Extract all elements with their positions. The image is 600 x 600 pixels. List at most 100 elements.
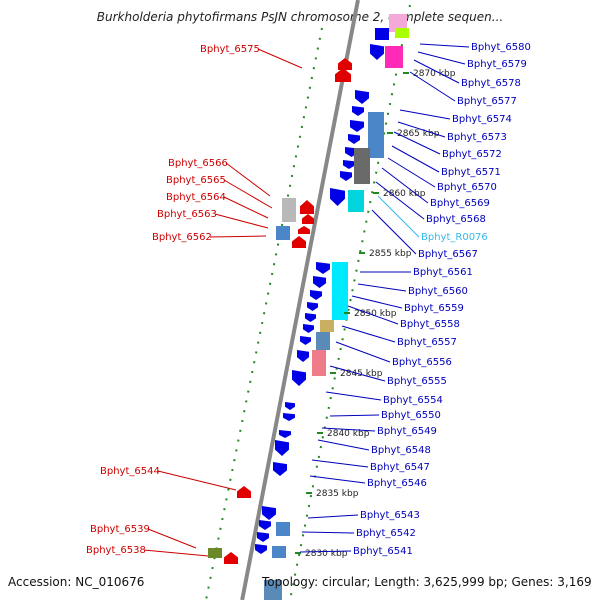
feature-box-cyan[interactable] bbox=[348, 190, 364, 212]
feature-box-salmon[interactable] bbox=[312, 350, 326, 376]
feature-box-steelblue[interactable] bbox=[316, 332, 330, 350]
feature-box-steelblue[interactable] bbox=[272, 546, 286, 558]
right-gene-label[interactable]: Bphyt_6568 bbox=[426, 214, 486, 225]
label-leader bbox=[381, 167, 429, 204]
plus-gene-arrow[interactable] bbox=[292, 236, 306, 248]
feature-box-steelblue[interactable] bbox=[276, 522, 290, 536]
label-leader bbox=[391, 145, 440, 173]
label-leader bbox=[223, 196, 269, 219]
minus-gene-arrow[interactable] bbox=[259, 520, 271, 530]
minus-gene-arrow[interactable] bbox=[305, 313, 316, 322]
right-gene-label[interactable]: Bphyt_6546 bbox=[367, 478, 427, 489]
plus-gene-arrow[interactable] bbox=[300, 200, 314, 214]
right-gene-label[interactable]: Bphyt_6557 bbox=[397, 337, 457, 348]
left-gene-label[interactable]: Bphyt_6539 bbox=[90, 524, 150, 535]
left-gene-label[interactable]: Bphyt_6575 bbox=[200, 44, 260, 55]
right-gene-label[interactable]: Bphyt_6555 bbox=[387, 376, 447, 387]
plus-gene-arrow[interactable] bbox=[237, 486, 251, 498]
right-gene-label[interactable]: Bphyt_6548 bbox=[371, 445, 431, 456]
minus-gene-arrow[interactable] bbox=[292, 370, 306, 386]
minus-gene-arrow[interactable] bbox=[350, 120, 364, 132]
feature-box-pink[interactable] bbox=[389, 14, 407, 32]
label-leader bbox=[409, 71, 456, 102]
minus-gene-arrow[interactable] bbox=[300, 336, 311, 345]
right-gene-label[interactable]: Bphyt_6554 bbox=[383, 395, 443, 406]
minus-gene-arrow[interactable] bbox=[355, 90, 369, 104]
minus-gene-arrow[interactable] bbox=[352, 106, 364, 116]
right-gene-label[interactable]: Bphyt_6567 bbox=[418, 249, 478, 260]
feature-box-magenta[interactable] bbox=[385, 46, 403, 68]
feature-box-green[interactable] bbox=[395, 28, 409, 38]
minus-gene-arrow[interactable] bbox=[279, 430, 291, 438]
minus-gene-arrow[interactable] bbox=[313, 276, 326, 288]
left-gene-label[interactable]: Bphyt_6566 bbox=[168, 158, 228, 169]
right-gene-label[interactable]: Bphyt_6541 bbox=[353, 546, 413, 557]
plus-gene-arrow[interactable] bbox=[302, 214, 314, 224]
minus-gene-arrow[interactable] bbox=[297, 350, 309, 362]
minus-gene-arrow[interactable] bbox=[310, 290, 322, 300]
feature-box-cyan[interactable] bbox=[332, 262, 348, 320]
label-leader bbox=[257, 48, 303, 69]
feature-box-gray[interactable] bbox=[354, 148, 370, 184]
left-gene-label[interactable]: Bphyt_6562 bbox=[152, 232, 212, 243]
right-gene-label[interactable]: Bphyt_6558 bbox=[400, 319, 460, 330]
minus-gene-arrow[interactable] bbox=[316, 262, 330, 274]
minus-gene-arrow[interactable] bbox=[375, 28, 389, 40]
right-gene-label[interactable]: Bphyt_6571 bbox=[441, 167, 501, 178]
plus-gene-arrow[interactable] bbox=[298, 226, 310, 234]
right-gene-label[interactable]: Bphyt_6573 bbox=[447, 132, 507, 143]
right-gene-label[interactable]: Bphyt_6559 bbox=[404, 303, 464, 314]
feature-box-steelblue[interactable] bbox=[276, 226, 290, 240]
right-gene-label[interactable]: Bphyt_6549 bbox=[377, 426, 437, 437]
minus-gene-arrow[interactable] bbox=[262, 506, 276, 520]
label-leader bbox=[301, 531, 355, 534]
minus-gene-arrow[interactable] bbox=[257, 532, 269, 542]
feature-box-olive[interactable] bbox=[208, 548, 222, 558]
right-gene-label[interactable]: Bphyt_6542 bbox=[356, 528, 416, 539]
left-gene-label[interactable]: Bphyt_6565 bbox=[166, 175, 226, 186]
minus-gene-arrow[interactable] bbox=[255, 544, 267, 554]
right-gene-label[interactable]: Bphyt_R0076 bbox=[421, 232, 488, 243]
right-gene-label[interactable]: Bphyt_6560 bbox=[408, 286, 468, 297]
right-gene-label[interactable]: Bphyt_6572 bbox=[442, 149, 502, 160]
plus-gene-arrow[interactable] bbox=[224, 552, 238, 564]
minus-gene-arrow[interactable] bbox=[285, 402, 295, 410]
right-gene-label[interactable]: Bphyt_6577 bbox=[457, 96, 517, 107]
minus-gene-arrow[interactable] bbox=[343, 160, 355, 169]
right-gene-label[interactable]: Bphyt_6556 bbox=[392, 357, 452, 368]
minus-gene-arrow[interactable] bbox=[303, 324, 314, 333]
left-gene-label[interactable]: Bphyt_6564 bbox=[166, 192, 226, 203]
minus-gene-arrow[interactable] bbox=[307, 302, 318, 311]
feature-box-steelblue[interactable] bbox=[264, 580, 282, 600]
left-gene-label[interactable]: Bphyt_6538 bbox=[86, 545, 146, 556]
plus-gene-arrow[interactable] bbox=[338, 58, 352, 70]
right-gene-label[interactable]: Bphyt_6580 bbox=[471, 42, 531, 53]
kbp-label: 2830 kbp bbox=[305, 549, 348, 559]
feature-box-tan[interactable] bbox=[320, 320, 334, 332]
label-leader bbox=[143, 549, 209, 557]
minus-gene-arrow[interactable] bbox=[330, 188, 345, 206]
minus-gene-arrow[interactable] bbox=[273, 462, 287, 476]
right-gene-label[interactable]: Bphyt_6561 bbox=[413, 267, 473, 278]
right-gene-label[interactable]: Bphyt_6550 bbox=[381, 410, 441, 421]
label-leader bbox=[311, 459, 369, 468]
right-gene-label[interactable]: Bphyt_6543 bbox=[360, 510, 420, 521]
right-gene-label[interactable]: Bphyt_6579 bbox=[467, 59, 527, 70]
minus-gene-arrow[interactable] bbox=[370, 44, 384, 60]
left-gene-label[interactable]: Bphyt_6563 bbox=[157, 209, 217, 220]
right-gene-label[interactable]: Bphyt_6547 bbox=[370, 462, 430, 473]
minus-gene-arrow[interactable] bbox=[348, 134, 360, 144]
left-gene-label[interactable]: Bphyt_6544 bbox=[100, 466, 160, 477]
label-leader bbox=[417, 51, 466, 65]
feature-box-steelblue[interactable] bbox=[368, 112, 384, 158]
right-gene-label[interactable]: Bphyt_6569 bbox=[430, 198, 490, 209]
feature-box-gray[interactable] bbox=[282, 198, 296, 222]
right-gene-label[interactable]: Bphyt_6578 bbox=[461, 78, 521, 89]
minus-gene-arrow[interactable] bbox=[283, 413, 295, 421]
right-gene-label[interactable]: Bphyt_6570 bbox=[437, 182, 497, 193]
right-gene-label[interactable]: Bphyt_6574 bbox=[452, 114, 512, 125]
minus-gene-arrow[interactable] bbox=[275, 440, 289, 456]
minus-gene-arrow[interactable] bbox=[340, 171, 352, 181]
plus-gene-arrow[interactable] bbox=[335, 68, 351, 82]
